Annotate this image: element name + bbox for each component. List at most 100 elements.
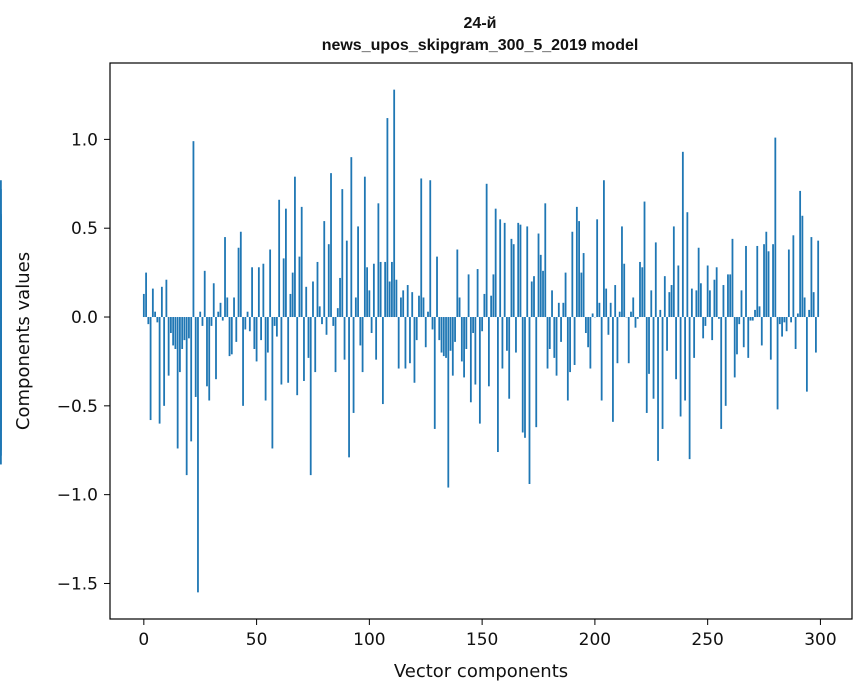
bar-169	[524, 317, 526, 438]
bar-179	[546, 317, 549, 369]
bar-119	[411, 292, 414, 318]
bar-154	[490, 295, 493, 318]
bar-245	[695, 290, 698, 318]
bar-127	[429, 180, 432, 318]
bar-118	[409, 317, 411, 364]
bar-33	[217, 311, 220, 318]
bar-77	[316, 261, 319, 318]
bar-158	[499, 219, 502, 318]
bar-36	[224, 237, 226, 318]
bar-218	[634, 317, 637, 328]
bar-272	[756, 245, 759, 318]
bar-196	[584, 317, 587, 334]
bar-23	[194, 317, 197, 397]
bar-293	[803, 297, 806, 318]
bar-9	[163, 317, 166, 406]
bar-85	[334, 317, 337, 373]
bar-5	[154, 311, 156, 318]
bar-55	[266, 317, 269, 353]
bar-27	[203, 270, 206, 318]
bar-67	[294, 176, 296, 318]
bar-4	[151, 288, 154, 318]
bar-289	[794, 317, 797, 349]
bar-291	[799, 190, 802, 318]
y-tick-label: −1.0	[57, 486, 98, 506]
y-axis-label: Components values	[13, 252, 34, 430]
bar-225	[650, 290, 653, 318]
bar-53	[262, 263, 265, 318]
bar-283	[781, 317, 783, 337]
bar-49	[253, 317, 256, 349]
bar-123	[420, 178, 423, 318]
bar-35	[221, 317, 224, 321]
bar-58	[273, 317, 276, 326]
bar-240	[684, 317, 686, 401]
bar-217	[632, 297, 635, 318]
bar-107	[384, 261, 387, 318]
bar-173	[533, 276, 535, 318]
bar-210	[616, 317, 619, 364]
bar-253	[713, 279, 716, 318]
bar-298	[815, 317, 817, 353]
bar-122	[418, 295, 420, 318]
bar-262	[733, 317, 736, 378]
bar-7	[158, 317, 161, 424]
bar-66	[291, 272, 294, 318]
bar-177	[542, 270, 544, 318]
bar-84	[332, 317, 335, 326]
bar-163	[510, 238, 513, 318]
bar-39	[230, 317, 233, 355]
bar-72	[305, 286, 308, 318]
bar-18	[183, 317, 186, 341]
bar-135	[447, 317, 450, 488]
bar-25	[199, 311, 202, 318]
bar-243	[690, 288, 693, 318]
bar-227	[654, 242, 657, 318]
bar-134	[445, 317, 447, 358]
bar-260	[729, 274, 732, 318]
bar-86	[336, 308, 339, 318]
bar-80	[323, 221, 326, 318]
bar-120	[413, 317, 416, 383]
bar-3	[149, 317, 152, 421]
bar-undefined	[0, 297, 2, 318]
bar-219	[636, 317, 639, 319]
bar-145	[469, 317, 472, 403]
bar-11	[167, 317, 170, 376]
bar-89	[343, 317, 346, 360]
bar-271	[754, 309, 756, 318]
bar-199	[591, 313, 594, 318]
bar-277	[767, 251, 770, 318]
bar-191	[573, 317, 576, 365]
bar-109	[388, 281, 391, 318]
bar-211	[618, 311, 621, 318]
bar-203	[600, 317, 603, 401]
bar-213	[623, 263, 626, 318]
bar-104	[377, 203, 380, 318]
bar-54	[264, 317, 267, 401]
bar-278	[769, 317, 772, 360]
bar-51	[257, 267, 260, 318]
bar-90	[345, 240, 348, 318]
bar-263	[736, 317, 738, 355]
bar-165	[515, 317, 517, 353]
bar-128	[431, 317, 434, 330]
bar-285	[785, 317, 788, 332]
bar-73	[307, 317, 310, 358]
bar-166	[517, 222, 520, 318]
bar-91	[348, 317, 350, 458]
bar-138	[454, 317, 456, 342]
bar-232	[666, 317, 668, 351]
bar-1	[145, 272, 147, 318]
bar-152	[485, 183, 488, 318]
bar-281	[776, 317, 779, 410]
bar-105	[379, 261, 382, 318]
bar-288	[792, 235, 795, 318]
bar-111	[393, 89, 396, 318]
bar-287	[790, 317, 792, 323]
bar-57	[271, 317, 274, 449]
bar-34	[219, 302, 222, 318]
bar-205	[605, 288, 608, 318]
bar-294	[805, 317, 808, 392]
bar-168	[521, 317, 524, 433]
